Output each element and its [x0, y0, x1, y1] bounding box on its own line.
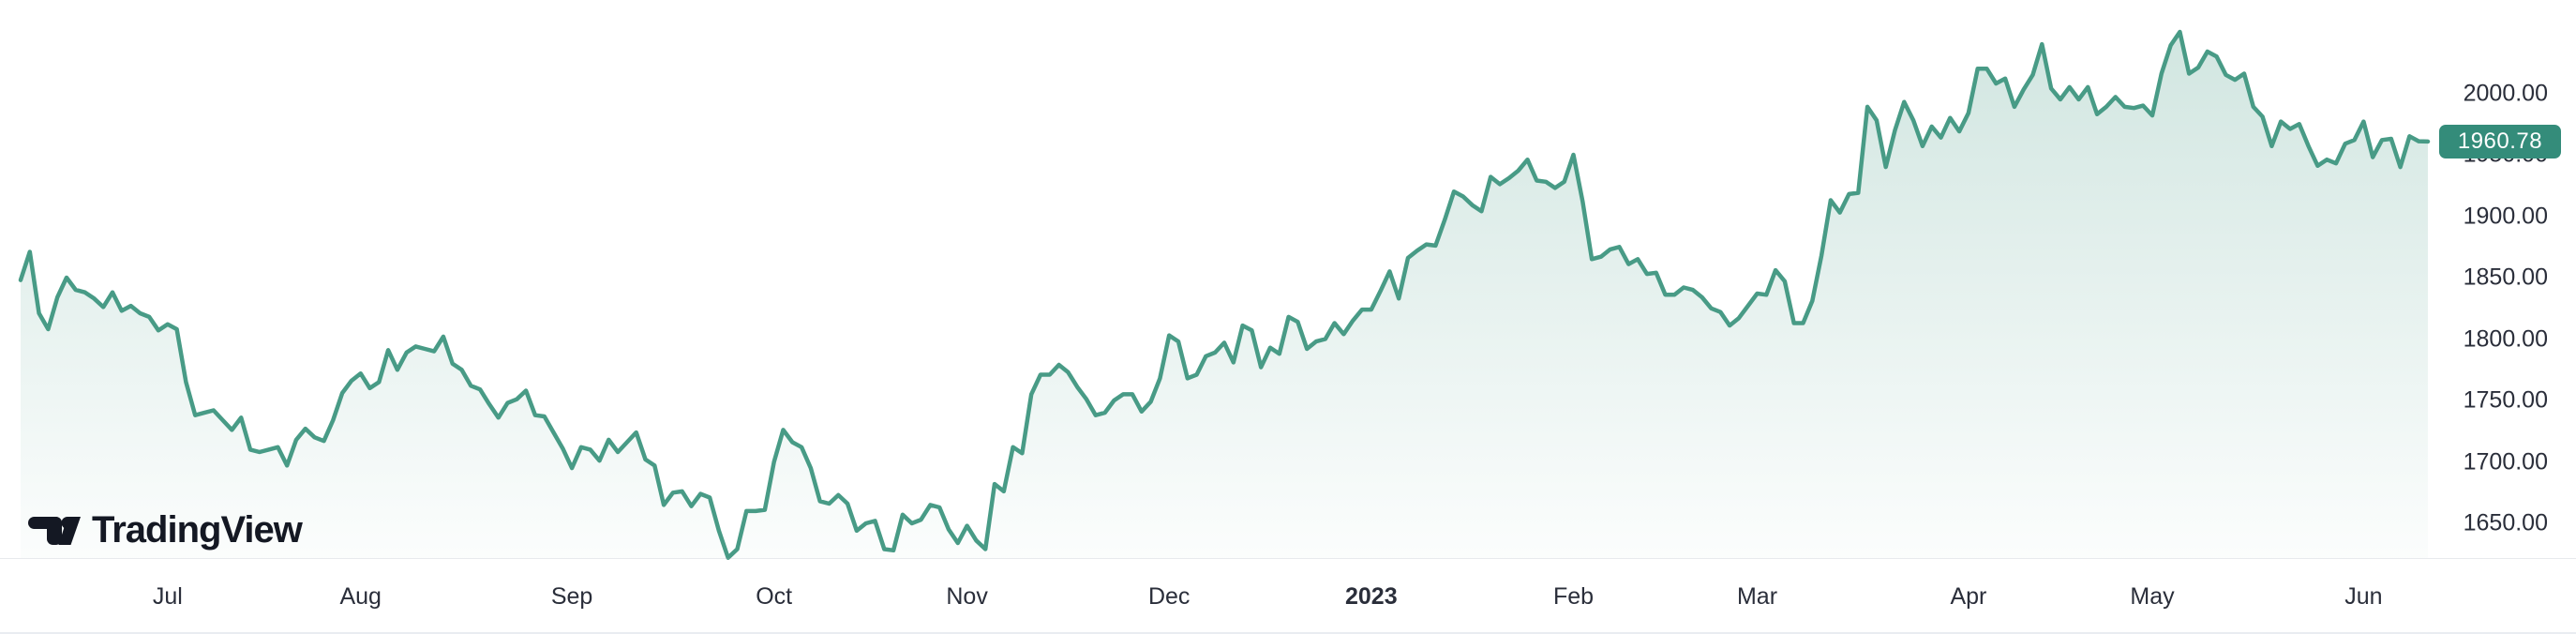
last-price-badge: 1960.78: [2439, 124, 2561, 158]
price-line: [18, 29, 2431, 560]
price-axis-label: 2000.00: [2463, 80, 2548, 106]
plot-baseline: [0, 558, 2576, 559]
price-axis-label: 1800.00: [2463, 325, 2548, 352]
time-axis-label-dec: Dec: [1147, 583, 1191, 610]
time-axis-label-jun: Jun: [2344, 583, 2383, 610]
area-fill: [21, 32, 2428, 558]
price-axis-label: 1650.00: [2463, 509, 2548, 536]
time-axis-label-feb: Feb: [1552, 583, 1595, 610]
price-axis-label: 1750.00: [2463, 386, 2548, 414]
tradingview-wordmark: TradingView: [92, 509, 303, 551]
time-axis-label-sep: Sep: [550, 583, 593, 610]
price-axis-label: 1850.00: [2463, 264, 2548, 291]
time-axis-label-2023: 2023: [1344, 583, 1398, 610]
tradingview-logo-icon: [28, 516, 81, 545]
price-axis-label: 1700.00: [2463, 448, 2548, 475]
time-axis-label-mar: Mar: [1736, 583, 1778, 610]
time-axis-label-may: May: [2130, 583, 2175, 610]
frame-bottom-border: [0, 632, 2576, 634]
time-axis-label-nov: Nov: [946, 583, 988, 610]
time-axis-label-jul: Jul: [152, 583, 183, 610]
time-axis-label-oct: Oct: [756, 583, 793, 610]
price-axis-label: 1900.00: [2463, 203, 2548, 229]
tradingview-logo[interactable]: TradingView: [26, 509, 303, 551]
time-axis-label-aug: Aug: [339, 583, 382, 610]
time-axis-label-apr: Apr: [1950, 583, 1987, 610]
